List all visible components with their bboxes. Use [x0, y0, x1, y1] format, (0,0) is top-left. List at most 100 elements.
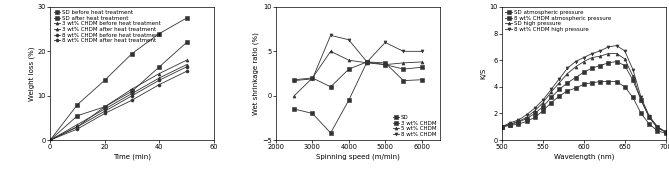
3 wt% CHDM before heat treatment	[101, 106, 109, 108]
8 wt% CHDM after heat treatment	[183, 70, 191, 72]
SD high pressure	[580, 61, 588, 63]
8 wt% CHDM before heat treatment	[74, 126, 82, 128]
SD high pressure	[547, 91, 555, 93]
SD after heat treatment	[46, 139, 54, 141]
SD before heat treatment	[155, 33, 163, 35]
SD before heat treatment	[46, 139, 54, 141]
8 wt% CHDM high pressure	[588, 53, 596, 55]
8 wt% CHDM high pressure	[547, 88, 555, 90]
5 wt% CHDM	[363, 62, 371, 64]
Legend: SD before heat treatment, SD after heat treatment, 3 wt% CHDM before heat treatm: SD before heat treatment, SD after heat …	[53, 10, 161, 44]
3 wt% CHDM before heat treatment	[183, 59, 191, 61]
8 wt% CHDM before heat treatment	[183, 66, 191, 68]
8 wt% CHDM atmospheric pressure	[547, 96, 555, 98]
SD high pressure	[571, 66, 579, 68]
Y-axis label: Weight loss (%): Weight loss (%)	[28, 46, 35, 101]
SD	[417, 79, 425, 81]
3 wt% CHDM	[308, 112, 316, 114]
Line: SD before heat treatment: SD before heat treatment	[49, 17, 188, 142]
Y-axis label: Wet shrinkage ratio (%): Wet shrinkage ratio (%)	[253, 32, 260, 115]
X-axis label: Time (min): Time (min)	[113, 153, 151, 160]
8 wt% CHDM high pressure	[539, 99, 547, 101]
SD high pressure	[662, 131, 669, 133]
SD	[363, 61, 371, 63]
8 wt% CHDM high pressure	[498, 126, 506, 128]
3 wt% CHDM	[290, 108, 298, 110]
3 wt% CHDM after heat treatment	[101, 108, 109, 110]
8 wt% CHDM atmospheric pressure	[637, 99, 645, 101]
8 wt% CHDM before heat treatment	[46, 139, 54, 141]
8 wt% CHDM	[417, 50, 425, 52]
SD atmospheric pressure	[613, 80, 621, 82]
8 wt% CHDM high pressure	[637, 96, 645, 98]
8 wt% CHDM atmospheric pressure	[522, 118, 531, 120]
SD atmospheric pressure	[604, 80, 612, 82]
SD atmospheric pressure	[555, 95, 563, 97]
3 wt% CHDM	[345, 99, 353, 101]
8 wt% CHDM atmospheric pressure	[498, 126, 506, 128]
Line: 5 wt% CHDM: 5 wt% CHDM	[293, 50, 423, 97]
SD high pressure	[498, 126, 506, 128]
SD atmospheric pressure	[539, 110, 547, 112]
3 wt% CHDM	[417, 66, 425, 68]
8 wt% CHDM	[399, 50, 407, 52]
8 wt% CHDM	[363, 61, 371, 63]
3 wt% CHDM after heat treatment	[74, 124, 82, 126]
3 wt% CHDM	[363, 61, 371, 63]
SD atmospheric pressure	[506, 124, 514, 126]
8 wt% CHDM before heat treatment	[128, 95, 136, 97]
SD high pressure	[621, 58, 629, 60]
8 wt% CHDM after heat treatment	[46, 139, 54, 141]
8 wt% CHDM atmospheric pressure	[604, 62, 612, 64]
8 wt% CHDM atmospheric pressure	[621, 65, 629, 67]
SD	[381, 62, 389, 64]
8 wt% CHDM high pressure	[555, 78, 563, 80]
SD atmospheric pressure	[580, 83, 588, 85]
3 wt% CHDM before heat treatment	[74, 126, 82, 128]
5 wt% CHDM	[399, 62, 407, 64]
3 wt% CHDM after heat treatment	[46, 139, 54, 141]
3 wt% CHDM	[326, 132, 334, 134]
X-axis label: Wavelength (nm): Wavelength (nm)	[554, 153, 614, 160]
SD atmospheric pressure	[498, 126, 506, 128]
8 wt% CHDM atmospheric pressure	[629, 79, 637, 81]
SD atmospheric pressure	[654, 130, 662, 132]
8 wt% CHDM atmospheric pressure	[654, 126, 662, 128]
SD atmospheric pressure	[646, 123, 654, 125]
SD high pressure	[506, 123, 514, 125]
SD high pressure	[604, 53, 612, 55]
3 wt% CHDM after heat treatment	[183, 64, 191, 66]
Legend: SD atmospheric pressure, 8 wt% CHDM atmospheric pressure, SD high pressure, 8 wt: SD atmospheric pressure, 8 wt% CHDM atmo…	[504, 10, 611, 33]
SD high pressure	[555, 82, 563, 84]
8 wt% CHDM high pressure	[613, 45, 621, 47]
SD atmospheric pressure	[522, 120, 531, 122]
5 wt% CHDM	[417, 61, 425, 63]
SD atmospheric pressure	[514, 123, 522, 125]
8 wt% CHDM atmospheric pressure	[571, 76, 579, 78]
Line: 8 wt% CHDM after heat treatment: 8 wt% CHDM after heat treatment	[49, 70, 188, 142]
SD atmospheric pressure	[662, 132, 669, 135]
8 wt% CHDM high pressure	[646, 115, 654, 117]
8 wt% CHDM before heat treatment	[155, 79, 163, 81]
SD	[399, 80, 407, 82]
8 wt% CHDM atmospheric pressure	[539, 106, 547, 108]
8 wt% CHDM high pressure	[621, 50, 629, 52]
Line: SD after heat treatment: SD after heat treatment	[49, 41, 188, 142]
5 wt% CHDM	[290, 95, 298, 97]
Line: SD: SD	[293, 60, 423, 88]
5 wt% CHDM	[345, 59, 353, 61]
SD high pressure	[563, 72, 571, 74]
8 wt% CHDM high pressure	[571, 61, 579, 63]
8 wt% CHDM atmospheric pressure	[662, 131, 669, 133]
3 wt% CHDM before heat treatment	[128, 88, 136, 90]
8 wt% CHDM before heat treatment	[101, 110, 109, 112]
8 wt% CHDM high pressure	[596, 50, 604, 52]
3 wt% CHDM after heat treatment	[155, 77, 163, 79]
8 wt% CHDM atmospheric pressure	[646, 116, 654, 118]
8 wt% CHDM atmospheric pressure	[514, 121, 522, 123]
SD before heat treatment	[101, 79, 109, 81]
8 wt% CHDM high pressure	[654, 126, 662, 128]
SD atmospheric pressure	[588, 82, 596, 84]
SD	[308, 77, 316, 79]
SD high pressure	[654, 127, 662, 129]
